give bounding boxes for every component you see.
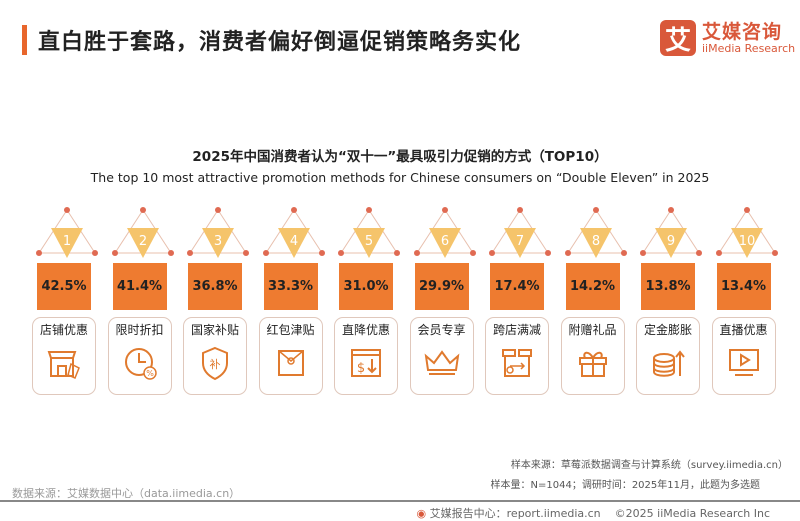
rank-triangle-icon: 4	[262, 207, 325, 258]
category-label: 附赠礼品	[568, 323, 617, 337]
category-label: 会员专享	[417, 323, 466, 337]
category-card: 直降优惠 $	[334, 317, 398, 395]
rank-triangle-icon: 9	[640, 207, 702, 258]
copyright: ©2025 iiMedia Research Inc	[614, 507, 770, 520]
category-card: 店铺优惠	[32, 317, 96, 395]
red-envelope-icon	[277, 350, 304, 376]
rank-number: 8	[591, 234, 599, 249]
sample-source: 样本来源：草莓派数据调查与计算系统（survey.iimedia.cn）	[510, 460, 788, 471]
rank-triangle-icon: 8	[564, 207, 627, 258]
rank-triangle-icon: 10	[715, 207, 778, 258]
rank-number: 4	[289, 234, 297, 249]
sample-info: 样本量：N=1044；调研时间：2025年11月，此题为多选题	[490, 480, 760, 491]
coins-up-icon	[653, 350, 685, 377]
value-label: 42.5%	[37, 263, 91, 310]
rank-number: 7	[516, 234, 524, 249]
chart-title: 2025年中国消费者认为“双十一”最具吸引力促销的方式（TOP10）	[192, 149, 608, 165]
clock-discount-icon: %	[124, 348, 157, 380]
category-card: 定金膨胀	[636, 317, 700, 395]
category-card: 跨店满减	[485, 317, 549, 395]
logo: 艾 艾媒咨询 iiMedia Research	[660, 20, 795, 56]
category-card: 会员专享	[409, 317, 474, 395]
rank-number: 10	[738, 234, 755, 249]
category-label: 直播优惠	[719, 323, 768, 337]
shop-icon	[47, 351, 80, 379]
value-label: 17.4%	[490, 263, 544, 310]
footer-report: ◉ 艾媒报告中心：report.iimedia.cn ©2025 iiMedia…	[417, 505, 770, 521]
category-label: 定金膨胀	[643, 323, 692, 337]
logo-cn: 艾媒咨询	[702, 20, 783, 43]
category-card: 限时折扣 %	[107, 317, 172, 395]
category-label: 跨店满减	[492, 323, 541, 337]
category-label: 直降优惠	[341, 323, 390, 337]
value-label: 41.4%	[112, 263, 167, 310]
value-label: 36.8%	[188, 263, 242, 310]
category-card: 红包津贴	[258, 317, 323, 395]
category-label: 红包津贴	[266, 323, 315, 337]
rank-number: 3	[214, 234, 222, 249]
value-label: 13.8%	[641, 263, 695, 310]
rank-number: 2	[138, 234, 146, 249]
value-label: 29.9%	[414, 263, 469, 310]
logo-en: iiMedia Research	[702, 41, 796, 55]
svg-text:补: 补	[210, 358, 221, 371]
category-card: 直播优惠	[711, 317, 776, 395]
data-source: 数据来源：艾媒数据中心（data.iimedia.cn）	[12, 487, 241, 500]
rank-number: 1	[63, 234, 71, 249]
chart-subtitle: The top 10 most attractive promotion met…	[90, 170, 710, 185]
rank-triangle-icon: 5	[338, 207, 400, 258]
rank-triangle-icon: 7	[489, 207, 551, 258]
value-label: 13.4%	[716, 263, 771, 310]
rank-triangle-icon: 3	[187, 207, 249, 258]
value-label: 33.3%	[263, 263, 318, 310]
shield-subsidy-icon: 补	[202, 346, 228, 381]
footer-divider	[0, 500, 800, 502]
svg-text:%: %	[146, 369, 154, 378]
stores-icon	[502, 349, 532, 377]
category-label: 国家补贴	[190, 323, 239, 337]
rank-number: 6	[440, 234, 448, 249]
value-label: 31.0%	[339, 263, 393, 310]
logo-mark: 艾	[660, 20, 696, 56]
rank-number: 9	[667, 234, 675, 249]
page-title: 直白胜于套路，消费者偏好倒逼促销策略务实化	[38, 30, 522, 55]
rank-triangle-icon: 6	[413, 207, 476, 258]
report-icon: ◉	[416, 507, 430, 520]
price-down-icon: $	[351, 349, 381, 377]
report-link: 艾媒报告中心：report.iimedia.cn	[429, 507, 601, 520]
gift-icon	[578, 351, 607, 377]
category-card: 附赠礼品	[560, 317, 625, 395]
category-card: 国家补贴 补	[183, 317, 247, 395]
title-accent-bar	[22, 25, 27, 55]
crown-icon	[424, 350, 459, 375]
value-label: 14.2%	[565, 263, 620, 310]
category-label: 限时折扣	[115, 323, 164, 337]
category-label: 店铺优惠	[39, 323, 88, 337]
rank-number: 5	[365, 234, 373, 249]
rank-triangle-icon: 2	[111, 207, 174, 258]
live-video-icon	[728, 349, 759, 376]
rank-triangle-icon: 1	[36, 207, 98, 258]
svg-text:$: $	[357, 361, 365, 376]
